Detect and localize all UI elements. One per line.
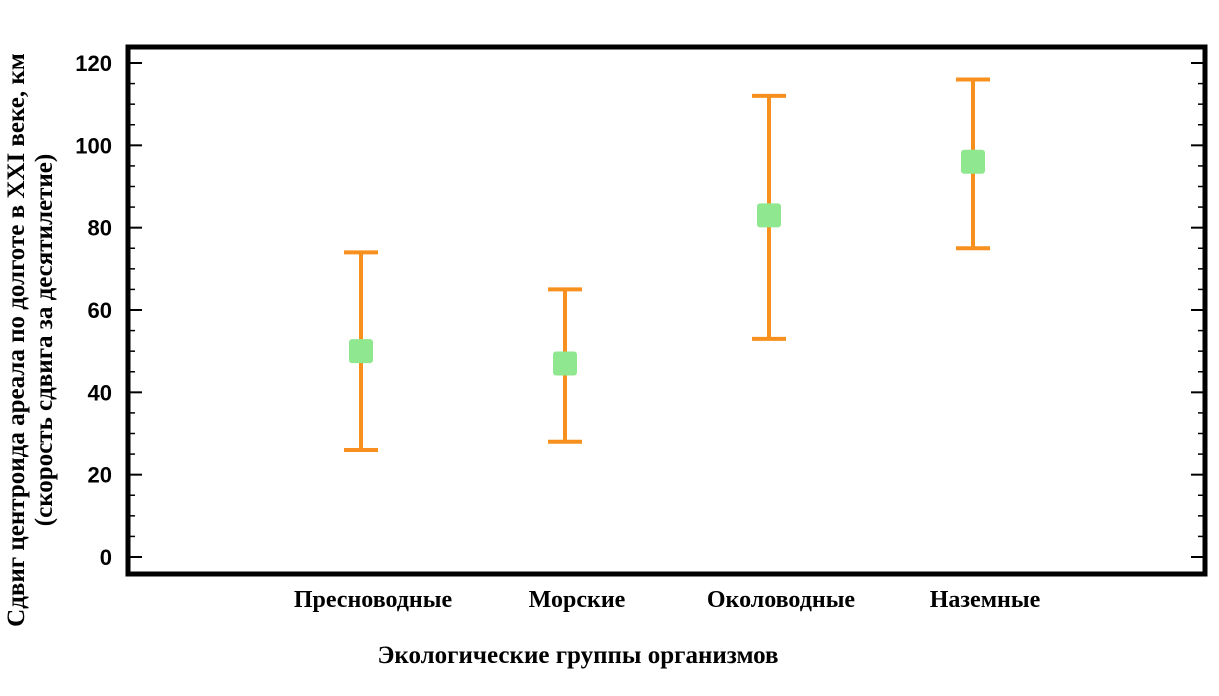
plot-frame (125, 44, 1208, 577)
mean-marker (553, 351, 577, 376)
x-axis-category-labels: Пресноводные Морские Околоводные Наземные (294, 587, 1041, 613)
y-tick-label: 120 (75, 51, 112, 76)
x-category-label: Пресноводные (294, 587, 453, 613)
y-tick-label: 60 (88, 298, 112, 323)
y-tick-label: 0 (100, 545, 112, 570)
data-marks (344, 77, 990, 452)
y-tick-label: 20 (88, 463, 112, 488)
y-axis-title-line1: Сдвиг центроида ареала по долготе в XXI … (3, 53, 30, 627)
mean-marker (349, 339, 373, 364)
y-axis-ticks (128, 62, 1205, 558)
error-bar (344, 250, 378, 452)
y-axis-title-line2: (скорость сдвига за десятилетие) (31, 154, 58, 526)
x-category-label: Морские (529, 587, 626, 613)
x-category-label: Околоводные (707, 587, 856, 613)
y-tick-label: 100 (75, 133, 112, 158)
mean-marker (961, 149, 985, 174)
error-bar (956, 77, 990, 251)
y-tick-label: 80 (88, 216, 112, 241)
x-category-label: Наземные (930, 587, 1041, 613)
mean-marker (757, 203, 781, 228)
error-bar (752, 93, 786, 341)
x-axis-title: Экологические группы организмов (377, 642, 778, 669)
y-axis-tick-labels: 0 20 40 60 80 100 120 (75, 51, 112, 570)
y-tick-label: 40 (88, 380, 112, 405)
error-bar (548, 287, 582, 444)
